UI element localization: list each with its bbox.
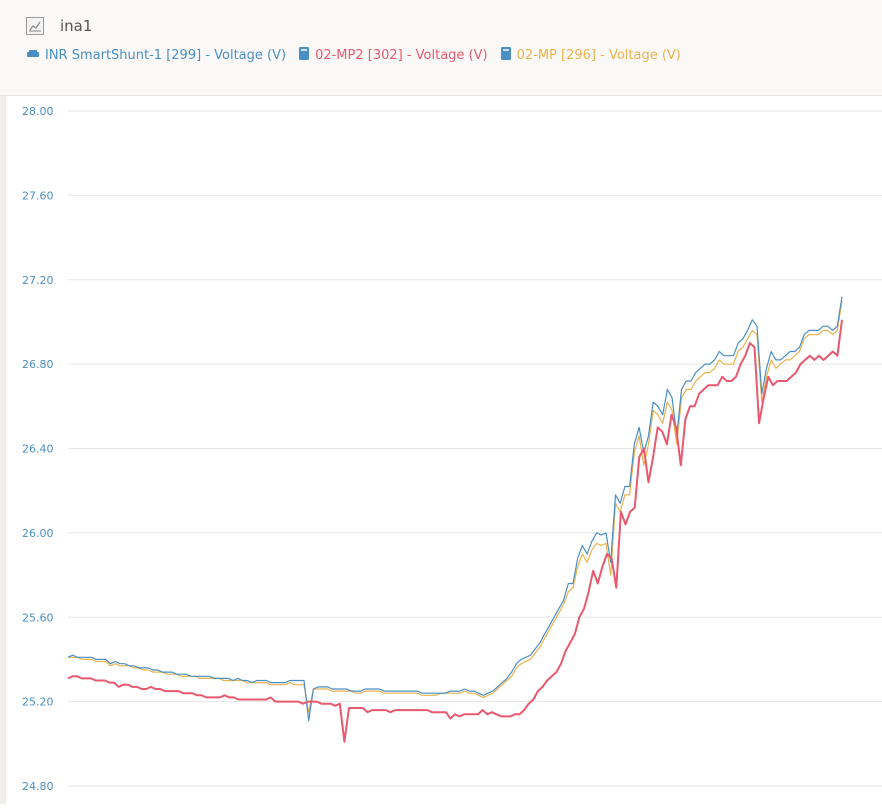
legend-item-smartshunt[interactable]: INR SmartShunt-1 [299] - Voltage (V)	[26, 48, 286, 63]
grid	[68, 110, 882, 787]
legend-item-mp2[interactable]: 02-MP2 [302] - Voltage (V)	[298, 46, 488, 65]
title-row: ina1	[26, 17, 92, 35]
y-tick-label: 25.60	[22, 611, 54, 624]
chart-area: 28.00 27.60 27.20 26.80 26.40 26.00 25.60 25.20…	[0, 96, 882, 804]
battery-monitor-icon	[26, 48, 40, 63]
inverter-icon	[298, 46, 310, 65]
y-tick-label: 24.80	[22, 780, 54, 793]
y-tick-label: 26.80	[22, 358, 54, 371]
legend-item-mp[interactable]: 02-MP [296] - Voltage (V)	[500, 46, 681, 65]
legend-label-smartshunt: INR SmartShunt-1 [299] - Voltage (V)	[45, 48, 287, 63]
y-tick-label: 25.20	[22, 696, 54, 709]
series-line-2[interactable]	[68, 300, 843, 713]
legend: INR SmartShunt-1 [299] - Voltage (V) 02-…	[26, 46, 693, 65]
line-chart: 28.00 27.60 27.20 26.80 26.40 26.00 25.60 25.20…	[22, 105, 882, 793]
series-lines	[67, 296, 843, 743]
legend-label-mp2: 02-MP2 [302] - Voltage (V)	[315, 48, 488, 63]
y-tick-label: 26.00	[22, 527, 54, 540]
widget-header: ina1 INR SmartShunt-1 [299] - Voltage (V…	[0, 0, 882, 96]
inverter-icon	[500, 46, 512, 65]
legend-label-mp: 02-MP [296] - Voltage (V)	[516, 48, 681, 63]
y-tick-label: 28.00	[22, 105, 54, 118]
y-tick-label: 26.40	[22, 443, 54, 456]
y-tick-label: 27.20	[22, 274, 54, 287]
y-axis-ticks: 28.00 27.60 27.20 26.80 26.40 26.00 25.60 25.20…	[22, 105, 54, 793]
widget-title: ina1	[60, 17, 93, 35]
series-line-0[interactable]	[67, 296, 843, 722]
series-line-1[interactable]	[67, 319, 843, 743]
chart-icon[interactable]	[26, 17, 44, 35]
y-tick-label: 27.60	[22, 189, 54, 202]
